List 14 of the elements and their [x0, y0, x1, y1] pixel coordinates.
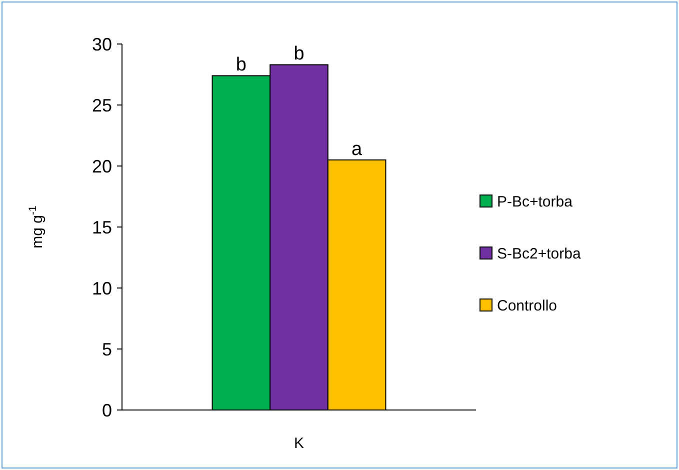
data-label: b	[236, 54, 246, 76]
y-tick-label: 15	[92, 217, 112, 238]
legend-label: S-Bc2+torba	[497, 245, 582, 262]
data-label: b	[294, 44, 304, 65]
x-tick-label: K	[294, 435, 304, 452]
y-tick-label: 0	[102, 400, 112, 420]
data-label: a	[352, 138, 363, 160]
y-tick-label: 10	[92, 278, 112, 298]
legend-label: Controllo	[497, 297, 558, 314]
y-tick-label: 20	[92, 156, 112, 176]
y-tick-label: 30	[92, 34, 112, 54]
y-tick-label: 25	[92, 95, 112, 116]
y-tick-label: 5	[102, 339, 112, 360]
legend-label: P-Bc+torba	[497, 193, 574, 210]
